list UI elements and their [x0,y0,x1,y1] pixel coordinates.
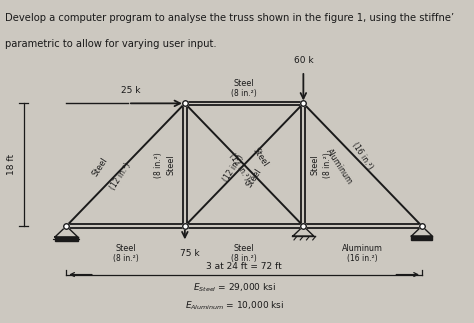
Text: (12 in.²): (12 in.²) [221,153,246,184]
Text: (8 in.²): (8 in.²) [231,254,257,263]
Text: (16 in.²): (16 in.²) [347,254,378,263]
Text: Steel: Steel [245,167,264,189]
Text: Steel: Steel [311,154,319,175]
Text: $E_{Steel}$ = 29,000 ksi: $E_{Steel}$ = 29,000 ksi [193,281,276,294]
Text: 60 k: 60 k [293,56,313,65]
Text: (8 in.²): (8 in.²) [113,254,138,263]
Text: Develop a computer program to analyse the truss shown in the figure 1, using the: Develop a computer program to analyse th… [5,13,454,23]
Text: (16 in.²): (16 in.²) [350,141,374,172]
Text: Steel: Steel [234,79,255,89]
Text: Aluminum: Aluminum [324,147,354,186]
Text: Steel: Steel [91,156,109,179]
Text: Steel: Steel [251,147,269,169]
Text: (8 in.²): (8 in.²) [231,89,257,98]
Text: 25 k: 25 k [120,86,140,95]
Text: Aluminum: Aluminum [342,244,383,253]
Text: 18 ft: 18 ft [8,154,16,175]
Text: (8 in.²): (8 in.²) [323,152,331,178]
Text: Steel: Steel [234,244,255,253]
Text: parametric to allow for varying user input.: parametric to allow for varying user inp… [5,39,216,49]
Text: (8 in.²): (8 in.²) [155,152,163,178]
Text: Steel: Steel [166,154,175,175]
Polygon shape [411,236,432,240]
Text: (12 in.²): (12 in.²) [227,151,252,182]
Text: $E_{Aluminum}$ = 10,000 ksi: $E_{Aluminum}$ = 10,000 ksi [185,299,284,312]
Text: 3 at 24 ft = 72 ft: 3 at 24 ft = 72 ft [206,262,282,271]
Polygon shape [55,237,78,241]
Text: (12 in.²): (12 in.²) [109,162,133,192]
Text: 75 k: 75 k [180,249,200,258]
Text: Steel: Steel [115,244,136,253]
